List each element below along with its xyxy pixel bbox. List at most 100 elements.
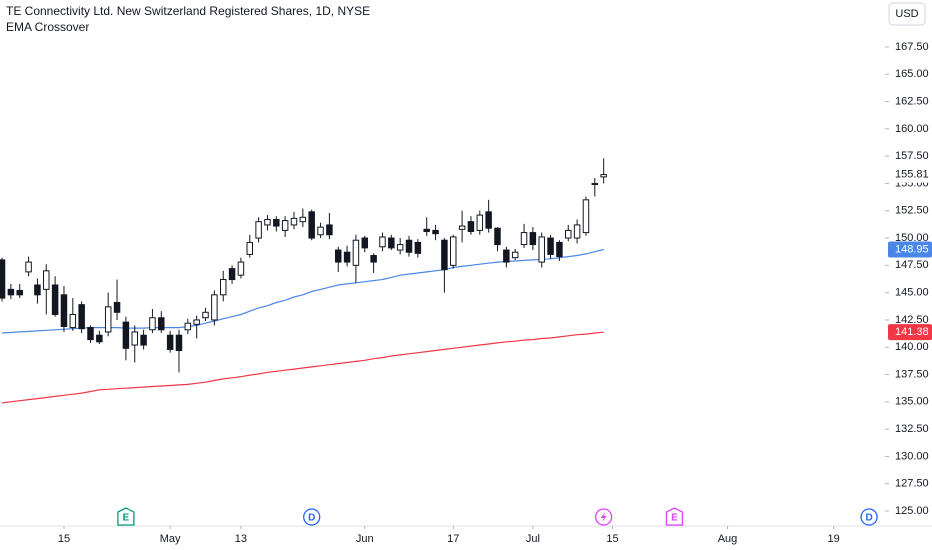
candle-body xyxy=(343,251,351,263)
x-tick-label: 15 xyxy=(58,533,70,545)
candle-body xyxy=(308,211,315,239)
y-tick-label: 125.00 xyxy=(895,505,929,517)
currency-label[interactable]: USD xyxy=(895,8,918,20)
x-tick-label: 17 xyxy=(447,533,459,545)
y-tick-label: 147.50 xyxy=(895,259,929,271)
candle-body xyxy=(69,313,77,329)
y-tick-label: 130.00 xyxy=(895,450,929,462)
candle-body xyxy=(485,211,492,229)
indicator-name: EMA Crossover xyxy=(6,20,89,34)
candle-body xyxy=(317,226,324,236)
event-marker[interactable] xyxy=(117,507,135,526)
candle-body xyxy=(450,236,457,266)
price-badge xyxy=(888,324,932,341)
candle-body xyxy=(175,334,183,352)
candle-body xyxy=(131,331,138,346)
candle-body xyxy=(237,261,245,276)
price-badge xyxy=(888,166,932,183)
candle-body xyxy=(113,301,121,313)
y-tick-label: 157.50 xyxy=(895,150,929,162)
event-marker[interactable] xyxy=(303,508,321,526)
candle-body xyxy=(290,217,298,226)
y-tick-label: 132.50 xyxy=(895,423,929,435)
candle-body xyxy=(591,182,599,186)
candle-body xyxy=(538,236,545,263)
candle-body xyxy=(600,174,607,178)
event-marker[interactable] xyxy=(860,508,878,526)
candle-body xyxy=(379,236,386,248)
candle-body xyxy=(16,289,23,296)
x-tick-label: May xyxy=(160,533,181,545)
y-tick-label: 140.00 xyxy=(895,341,929,353)
candle-body xyxy=(158,317,165,331)
candle-body xyxy=(441,239,448,271)
event-label: E xyxy=(671,513,678,524)
candle-body xyxy=(96,334,103,343)
y-tick-label: 137.50 xyxy=(895,368,929,380)
y-tick-label: 160.00 xyxy=(895,123,929,135)
candle-body xyxy=(573,224,581,239)
candle-body xyxy=(414,241,422,254)
candle-body xyxy=(184,322,192,331)
event-label: D xyxy=(308,513,315,524)
x-tick-label: Jul xyxy=(526,533,540,545)
candle-body xyxy=(503,249,510,263)
candle-body xyxy=(370,255,377,263)
y-tick-label: 127.50 xyxy=(895,478,929,490)
currency-button[interactable] xyxy=(888,2,926,26)
candle-body xyxy=(34,284,41,296)
candle-body xyxy=(140,334,147,346)
ema-line xyxy=(1,331,604,404)
candle-body xyxy=(529,232,537,246)
candle-body xyxy=(467,221,475,232)
y-tick-label: 167.50 xyxy=(895,41,929,53)
x-tick-label: 19 xyxy=(828,533,840,545)
candle-body xyxy=(334,249,342,263)
y-tick-label: 162.50 xyxy=(895,95,929,107)
candle-body xyxy=(0,259,6,299)
candle-body xyxy=(281,220,289,231)
candle-body xyxy=(520,232,528,246)
candle-body xyxy=(273,218,280,227)
candle-body xyxy=(87,327,94,341)
candle-body xyxy=(7,288,15,296)
candle-body xyxy=(228,268,236,281)
candle-body xyxy=(476,214,484,231)
event-marker[interactable] xyxy=(665,507,684,526)
y-tick-label: 150.00 xyxy=(895,232,929,244)
event-label: D xyxy=(865,513,872,524)
candle-body xyxy=(246,241,254,255)
candle-body xyxy=(511,251,519,259)
x-tick-label: 15 xyxy=(606,533,618,545)
candle-body xyxy=(432,229,439,235)
candle-body xyxy=(361,237,369,249)
candle-body xyxy=(388,237,395,249)
candle-body xyxy=(149,317,156,331)
price-badge-label: 155.81 xyxy=(895,169,929,181)
candle-body xyxy=(494,227,501,246)
candle-body xyxy=(396,244,404,251)
candle-body xyxy=(219,279,227,296)
candle-body xyxy=(166,334,174,350)
candle-body xyxy=(423,228,430,232)
candle-body xyxy=(122,321,130,349)
y-tick-label: 135.00 xyxy=(895,396,929,408)
x-tick-label: 13 xyxy=(235,533,247,545)
x-tick-label: Jun xyxy=(356,533,374,545)
candle-body xyxy=(565,229,572,239)
y-tick-label: 152.50 xyxy=(895,205,929,217)
candle-body xyxy=(556,241,563,258)
event-icon xyxy=(600,512,607,522)
candle-body xyxy=(211,294,218,321)
price-badge xyxy=(888,241,932,258)
candle-body xyxy=(405,239,413,253)
candle-body xyxy=(582,199,590,234)
y-tick-label: 165.00 xyxy=(895,68,929,80)
candle-body xyxy=(299,216,307,223)
candle-body xyxy=(264,218,271,226)
candle-body xyxy=(43,270,50,290)
candle-body xyxy=(202,311,209,319)
candle-body xyxy=(25,261,32,273)
